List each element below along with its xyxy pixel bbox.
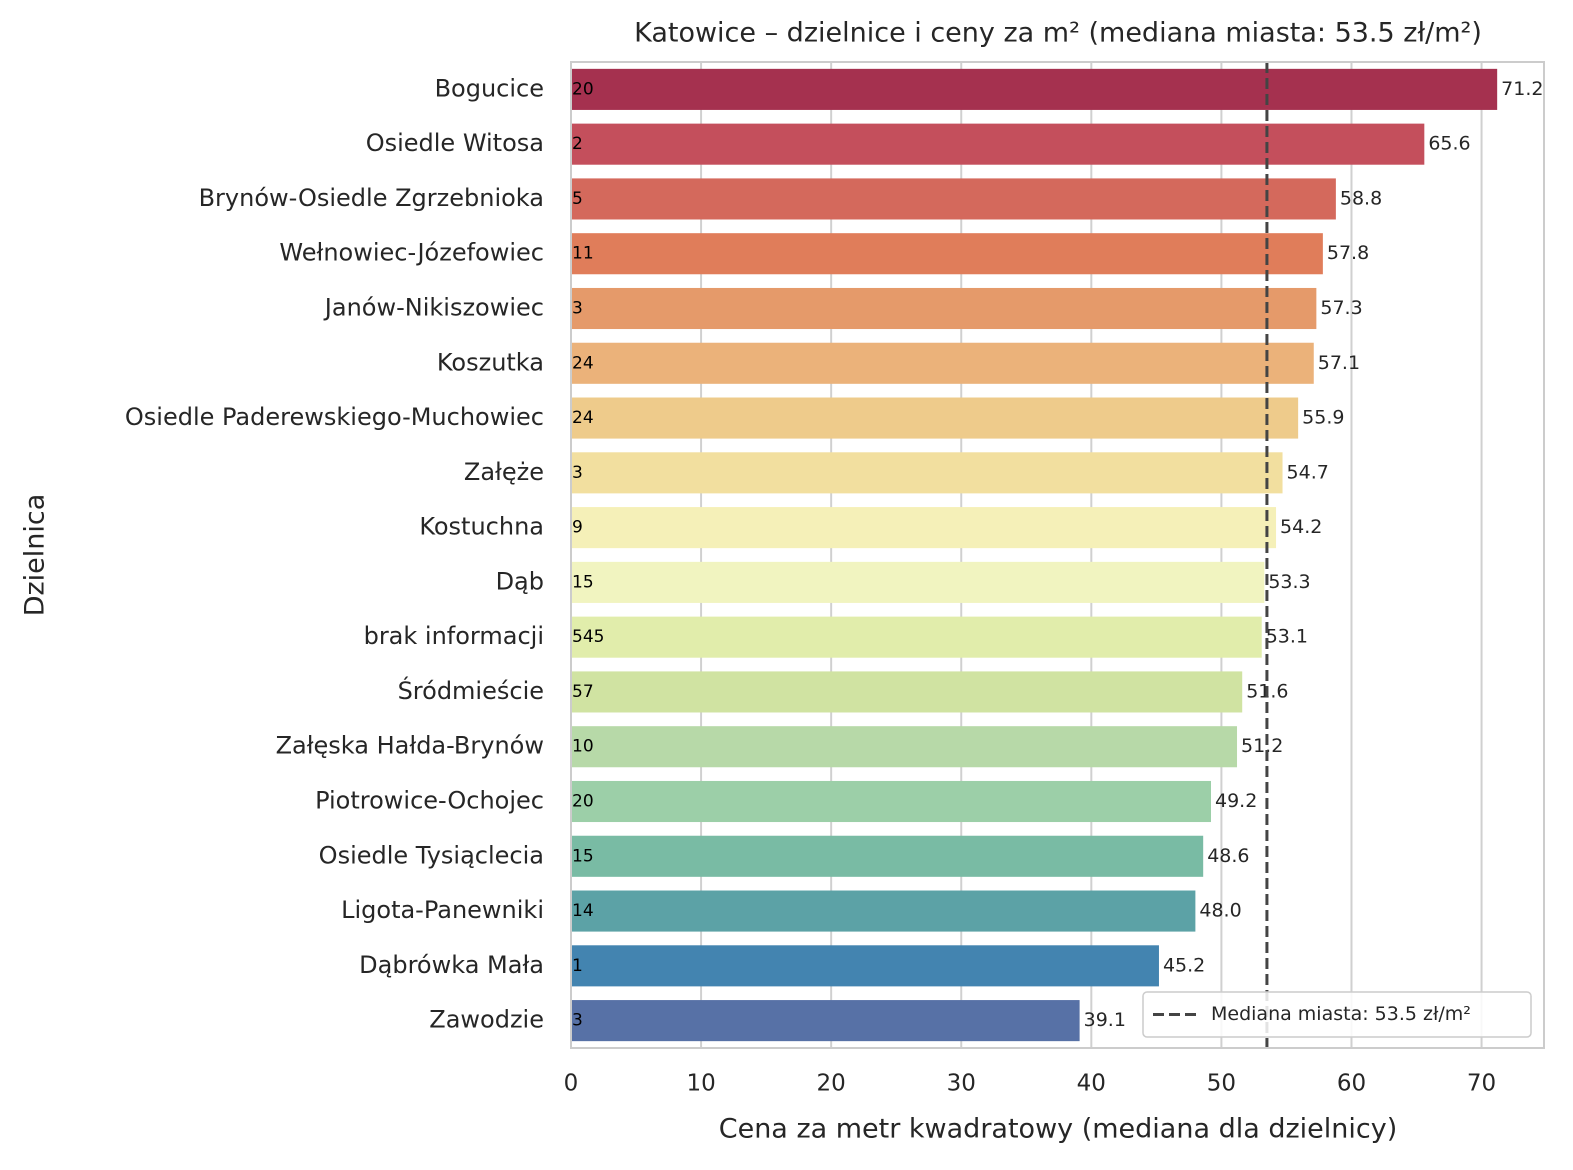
count-label: 2 [572,134,583,154]
value-label: 54.7 [1287,461,1329,483]
y-tick-label: Dąbrówka Mała [359,951,544,979]
value-label: 65.6 [1428,133,1470,155]
y-tick-label: brak informacji [364,622,544,650]
x-tick-label: 0 [564,1071,579,1097]
x-tick-label: 60 [1337,1071,1366,1097]
x-tick-label: 10 [686,1071,715,1097]
bar [571,561,1265,603]
y-tick-label: Dąb [496,567,544,595]
count-label: 1 [572,956,583,976]
count-label: 15 [572,846,594,866]
count-label: 24 [572,408,594,428]
bar [571,287,1317,330]
x-tick-label: 20 [817,1071,846,1097]
x-tick-label: 40 [1077,1071,1106,1097]
count-label: 5 [572,189,583,209]
y-tick-label: Osiedle Paderewskiego-Muchowiec [125,403,544,431]
y-tick-label: Kostuchna [419,513,544,541]
value-label: 53.3 [1268,571,1310,593]
value-label: 57.1 [1318,352,1360,374]
y-tick-label: Brynów-Osiedle Zgrzebnioka [199,184,544,212]
value-label: 57.8 [1327,242,1369,264]
bar [571,616,1262,658]
y-tick-label: Koszutka [437,348,544,376]
value-label: 45.2 [1163,954,1205,976]
x-axis-label: Cena za metr kwadratowy (mediana dla dzi… [719,1114,1398,1145]
y-tick-label: Bogucice [435,74,544,102]
count-label: 10 [572,737,594,757]
count-label: 14 [572,901,594,921]
count-label: 15 [572,572,594,592]
chart-title: Katowice – dzielnice i ceny za m² (media… [634,18,1482,49]
y-tick-label: Ligota-Panewniki [341,896,544,924]
bar [571,507,1277,549]
value-label: 51.2 [1241,735,1283,757]
value-label: 55.9 [1302,407,1344,429]
bar [571,835,1204,877]
bar [571,726,1238,768]
count-label: 24 [572,353,594,373]
bar [571,780,1211,823]
bar [571,123,1425,165]
y-tick-label: Janów-Nikiszowiec [323,294,544,322]
y-tick-label: Zawodzie [429,1006,544,1034]
count-label: 57 [572,682,594,702]
count-label: 20 [572,792,594,812]
value-label: 48.6 [1207,845,1249,867]
count-label: 9 [572,518,583,538]
bar [571,1000,1080,1042]
y-tick-label: Śródmieście [398,675,544,705]
count-label: 3 [572,1011,583,1031]
bar [571,890,1196,932]
bar [571,945,1159,987]
y-tick-label: Wełnowiec-Józefowiec [279,239,544,267]
x-tick-label: 30 [947,1071,976,1097]
value-label: 49.2 [1215,790,1257,812]
bar [571,342,1314,384]
bar [571,68,1498,110]
count-label: 3 [572,299,583,319]
count-label: 3 [572,463,583,483]
bar [571,452,1283,494]
y-tick-label: Osiedle Tysiąclecia [319,841,544,869]
value-label: 54.2 [1280,516,1322,538]
x-tick-label: 70 [1467,1071,1496,1097]
value-label: 71.2 [1501,78,1543,100]
bar [571,178,1336,220]
value-label: 39.1 [1084,1009,1126,1031]
count-label: 11 [572,244,594,264]
legend-box [1142,991,1532,1038]
value-label: 48.0 [1199,900,1241,922]
y-tick-label: Osiedle Witosa [366,129,544,157]
bar [571,397,1299,439]
value-label: 53.1 [1266,626,1308,648]
bar [571,233,1323,275]
plot-frame [570,61,1545,1049]
value-label: 58.8 [1340,187,1382,209]
x-tick-label: 50 [1207,1071,1236,1097]
y-tick-label: Piotrowice-Ochojec [315,787,544,815]
count-label: 20 [572,79,594,99]
count-label: 545 [572,627,604,647]
y-tick-label: Załęska Hałda-Brynów [276,732,544,760]
y-axis-label: Dzielnica [20,494,51,617]
bar [571,671,1243,713]
value-label: 57.3 [1320,297,1362,319]
y-tick-label: Załęże [464,458,544,486]
legend-label: Mediana miasta: 53.5 zł/m² [1211,1003,1471,1025]
